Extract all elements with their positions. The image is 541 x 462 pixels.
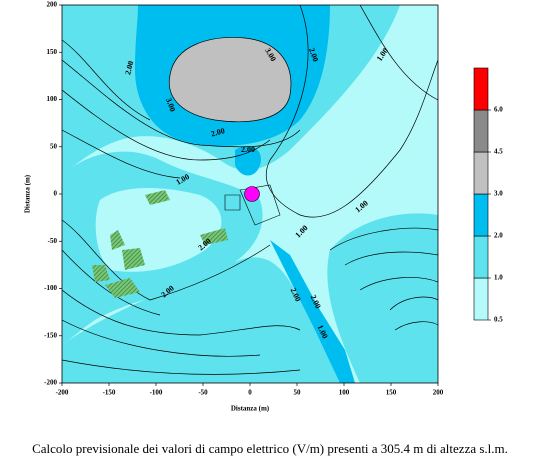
colorbar-tick-label: 4.5: [494, 148, 503, 156]
x-axis-label: Distanza (m): [231, 405, 270, 413]
y-tick-label: 50: [50, 142, 58, 150]
caption: Calcolo previsionale dei valori di campo…: [32, 441, 508, 456]
x-tick-label: 0: [248, 389, 252, 397]
source-marker: [244, 186, 260, 202]
x-tick-label: -150: [103, 389, 116, 397]
band-high: [270, 240, 355, 383]
y-tick-label: 0: [54, 190, 58, 198]
band-grey: [168, 37, 292, 123]
x-tick-label: -200: [56, 389, 69, 397]
vegetation: [92, 190, 228, 298]
x-tick-label: 100: [339, 389, 350, 397]
colorbar-band: [473, 193, 489, 237]
contour-lines: [62, 5, 438, 375]
y-tick-label: 150: [47, 48, 58, 56]
band-mid: [62, 257, 350, 383]
x-tick-label: 200: [433, 389, 444, 397]
colorbar-band: [473, 235, 489, 279]
y-tick-label: 200: [47, 1, 58, 9]
y-axis-label: Distanza (m): [24, 174, 32, 213]
colorbar-band: [473, 109, 489, 153]
band-high: [235, 145, 261, 176]
y-tick-label: -200: [44, 379, 57, 387]
contour-label: 2.00: [241, 145, 255, 154]
colorbar-tick-label: 6.0: [494, 106, 503, 114]
building: [224, 184, 281, 226]
colorbar-band: [473, 151, 489, 195]
y-tick-label: 100: [47, 95, 58, 103]
contour-label: 2.00: [123, 60, 135, 76]
colorbar-tick-label: 3.0: [494, 190, 503, 198]
colorbar-band: [473, 277, 489, 321]
contour-label: 3.00: [164, 97, 177, 113]
y-tick-label: -100: [44, 284, 57, 292]
x-tick-label: 50: [294, 389, 302, 397]
colorbar-band: [473, 67, 489, 111]
x-tick-label: 150: [386, 389, 397, 397]
contour-label: 2.00: [210, 126, 226, 138]
y-tick-label: -150: [44, 331, 57, 339]
colorbar-tick-label: 0.5: [494, 316, 503, 324]
contour-field: [62, 5, 438, 383]
y-tick-label: -50: [48, 237, 58, 245]
colorbar-tick-label: 2.0: [494, 232, 503, 240]
x-tick-label: -50: [198, 389, 208, 397]
contour-label: 2.00: [307, 47, 320, 63]
colorbar-tick-label: 1.0: [494, 274, 503, 282]
x-tick-label: -100: [150, 389, 163, 397]
band-mid: [327, 213, 438, 383]
